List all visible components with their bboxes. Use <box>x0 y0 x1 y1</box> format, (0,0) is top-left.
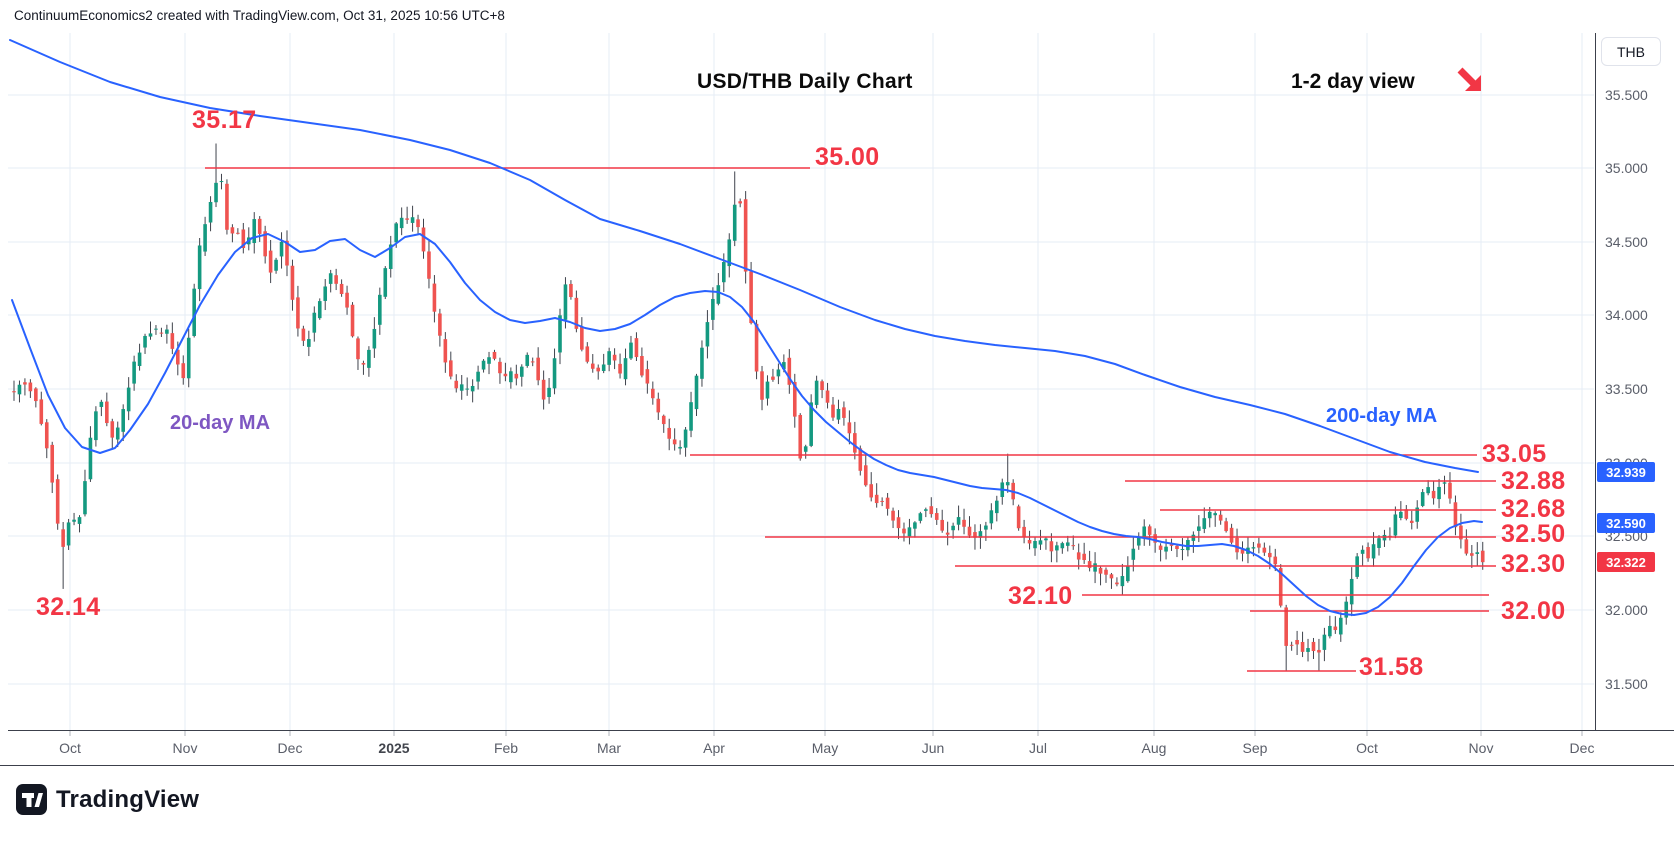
candles-group <box>12 143 1485 672</box>
ma-200-label: 200-day MA <box>1326 405 1438 427</box>
time-axis-label: May <box>811 740 839 756</box>
tradingview-logo[interactable]: TradingView <box>16 784 199 815</box>
time-axis-label: Aug <box>1141 740 1167 756</box>
tradingview-logo-text: TradingView <box>56 785 200 813</box>
time-axis-label: Apr <box>703 740 725 756</box>
tradingview-logo-icon <box>16 784 47 815</box>
currency-button[interactable]: THB <box>1601 37 1661 66</box>
level-label-32.30: 32.30 <box>1501 550 1566 578</box>
level-label-32.88: 32.88 <box>1501 467 1566 495</box>
time-axis-label: Sep <box>1242 740 1268 756</box>
time-axis-bottom-border <box>0 765 1674 766</box>
view-note-text: 1-2 day view <box>1291 70 1415 93</box>
price-axis-label: 34.500 <box>1605 234 1648 250</box>
time-axis-label: Nov <box>1468 740 1494 756</box>
ma-200-line <box>9 39 1479 473</box>
time-axis-label: Nov <box>172 740 198 756</box>
price-badge-ma-20-value: 32.590 <box>1597 513 1655 533</box>
time-axis-label: Jun <box>921 740 945 756</box>
level-label-32.10: 32.10 <box>1008 582 1073 610</box>
price-axis-label: 32.000 <box>1605 602 1648 618</box>
ma-20-line <box>11 233 1483 616</box>
level-label-32.14: 32.14 <box>36 593 101 621</box>
chart-title: USD/THB Daily Chart <box>697 70 913 93</box>
price-badge-ma-200-value: 32.939 <box>1597 462 1655 482</box>
chart-credit-text: ContinuumEconomics2 created with Trading… <box>14 8 505 23</box>
time-axis-label: Dec <box>1569 740 1595 756</box>
price-axis-border <box>1595 33 1596 730</box>
gridlines <box>8 33 1594 730</box>
time-axis-ticks <box>69 730 1583 736</box>
time-axis-label: Oct <box>1356 740 1378 756</box>
price-axis-label: 34.000 <box>1605 307 1648 323</box>
level-label-31.58: 31.58 <box>1359 653 1424 681</box>
time-axis-label: 2025 <box>378 740 410 756</box>
arrow-down-right-icon <box>1457 67 1481 91</box>
time-axis-border <box>8 730 1674 731</box>
level-label-32.68: 32.68 <box>1501 495 1566 523</box>
time-axis-label: Dec <box>277 740 303 756</box>
price-axis-label: 35.000 <box>1605 160 1648 176</box>
level-label-32.00: 32.00 <box>1501 597 1566 625</box>
time-axis-label: Feb <box>493 740 519 756</box>
price-axis-label: 35.500 <box>1605 87 1648 103</box>
price-axis-label: 31.500 <box>1605 676 1648 692</box>
time-axis-label: Oct <box>59 740 81 756</box>
level-label-35.00: 35.00 <box>815 143 880 171</box>
time-axis-label: Mar <box>596 740 622 756</box>
price-axis-label: 33.500 <box>1605 381 1648 397</box>
level-label-33.05: 33.05 <box>1482 440 1547 468</box>
price-badge-last-price: 32.322 <box>1597 552 1655 572</box>
ma-20-label: 20-day MA <box>170 412 271 434</box>
level-label-32.50: 32.50 <box>1501 520 1566 548</box>
level-label-35.17: 35.17 <box>192 106 257 134</box>
time-axis-label: Jul <box>1029 740 1047 756</box>
